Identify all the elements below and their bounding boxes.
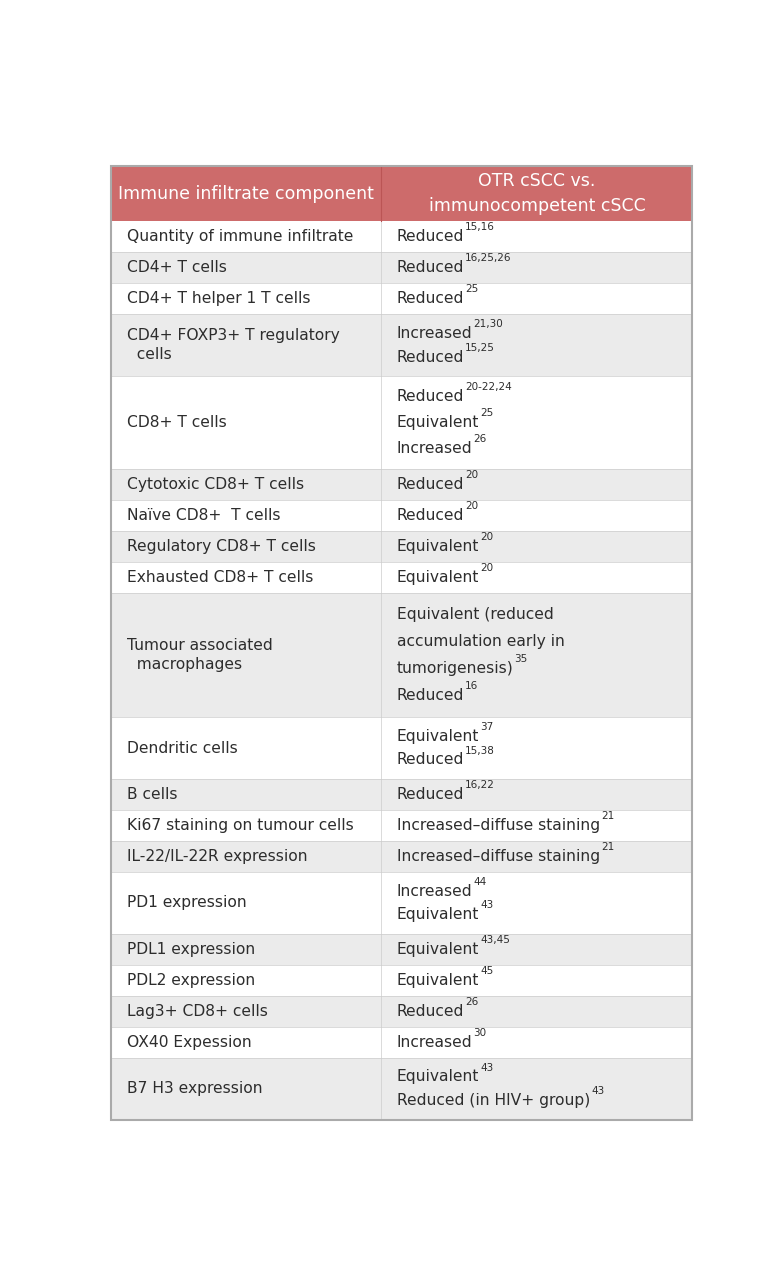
Text: OX40 Expession: OX40 Expession: [127, 1035, 252, 1050]
Bar: [111, 717, 692, 779]
Text: 20-22,24: 20-22,24: [465, 382, 512, 392]
Text: 43,45: 43,45: [480, 934, 510, 945]
Text: accumulation early in: accumulation early in: [397, 634, 564, 649]
Text: 21: 21: [601, 841, 614, 852]
Text: CD4+ T cells: CD4+ T cells: [127, 260, 227, 275]
Text: Equivalent: Equivalent: [397, 540, 479, 554]
Text: Lag3+ CD8+ cells: Lag3+ CD8+ cells: [127, 1004, 267, 1018]
Text: Increased–diffuse staining: Increased–diffuse staining: [397, 819, 600, 833]
Text: Equivalent: Equivalent: [397, 942, 479, 957]
Bar: [111, 1027, 692, 1058]
Text: Increased: Increased: [397, 326, 473, 341]
Text: Dendritic cells: Dendritic cells: [127, 741, 238, 756]
Text: 25: 25: [465, 284, 478, 294]
Text: 26: 26: [465, 997, 478, 1007]
Text: 30: 30: [474, 1029, 487, 1037]
Bar: [111, 810, 692, 841]
Text: Reduced: Reduced: [397, 229, 464, 244]
Text: Reduced: Reduced: [397, 1004, 464, 1018]
Text: Ki67 staining on tumour cells: Ki67 staining on tumour cells: [127, 819, 354, 833]
Text: 16: 16: [465, 681, 478, 691]
Text: Reduced: Reduced: [397, 477, 464, 493]
Text: 15,38: 15,38: [465, 746, 495, 755]
Text: Equivalent: Equivalent: [397, 415, 479, 430]
Bar: [111, 531, 692, 563]
Bar: [111, 563, 692, 593]
Text: Immune infiltrate component: Immune infiltrate component: [118, 185, 374, 202]
Text: OTR cSCC vs.
immunocompetent cSCC: OTR cSCC vs. immunocompetent cSCC: [429, 172, 645, 215]
Text: 21,30: 21,30: [474, 318, 503, 328]
Text: Increased: Increased: [397, 1035, 473, 1050]
Text: 16,22: 16,22: [465, 780, 495, 791]
Text: Tumour associated
  macrophages: Tumour associated macrophages: [127, 638, 272, 672]
Text: 25: 25: [480, 409, 493, 419]
Text: CD4+ FOXP3+ T regulatory
  cells: CD4+ FOXP3+ T regulatory cells: [127, 328, 339, 363]
Text: Equivalent (reduced: Equivalent (reduced: [397, 607, 554, 622]
Bar: [111, 377, 692, 470]
Bar: [111, 779, 692, 810]
Text: B7 H3 expression: B7 H3 expression: [127, 1081, 263, 1096]
Bar: [111, 965, 692, 995]
Text: PD1 expression: PD1 expression: [127, 895, 246, 910]
Text: 43: 43: [591, 1086, 604, 1096]
Bar: [111, 314, 692, 377]
Text: Increased–diffuse staining: Increased–diffuse staining: [397, 849, 600, 864]
Text: PDL1 expression: PDL1 expression: [127, 942, 255, 957]
Bar: [111, 500, 692, 531]
Text: Equivalent: Equivalent: [397, 908, 479, 923]
Bar: [111, 934, 692, 965]
Text: 20: 20: [480, 563, 493, 573]
Bar: [111, 252, 692, 284]
Bar: [111, 1058, 692, 1120]
Text: B cells: B cells: [127, 787, 177, 802]
Text: Increased: Increased: [397, 440, 473, 456]
Text: 43: 43: [480, 1063, 493, 1073]
Text: 16,25,26: 16,25,26: [465, 253, 512, 264]
Bar: [111, 995, 692, 1027]
Text: Reduced: Reduced: [397, 687, 464, 703]
Text: PDL2 expression: PDL2 expression: [127, 973, 255, 988]
Text: 35: 35: [514, 654, 528, 665]
Text: 20: 20: [480, 532, 493, 542]
Text: Reduced: Reduced: [397, 752, 464, 768]
Bar: [111, 222, 692, 252]
Text: 26: 26: [474, 434, 487, 444]
Text: CD8+ T cells: CD8+ T cells: [127, 415, 227, 430]
Text: Increased: Increased: [397, 883, 473, 899]
Bar: [111, 470, 692, 500]
Text: 20: 20: [465, 470, 478, 480]
Text: Reduced: Reduced: [397, 787, 464, 802]
Text: Equivalent: Equivalent: [397, 1069, 479, 1085]
Text: Reduced: Reduced: [397, 508, 464, 523]
Bar: [111, 593, 692, 717]
Text: Reduced: Reduced: [397, 390, 464, 405]
Text: Exhausted CD8+ T cells: Exhausted CD8+ T cells: [127, 570, 313, 586]
Text: 21: 21: [601, 811, 614, 821]
Text: Regulatory CD8+ T cells: Regulatory CD8+ T cells: [127, 540, 315, 554]
Text: 15,16: 15,16: [465, 223, 495, 233]
Text: tumorigenesis): tumorigenesis): [397, 661, 514, 676]
Text: Naïve CD8+  T cells: Naïve CD8+ T cells: [127, 508, 280, 523]
Text: 43: 43: [480, 900, 493, 910]
Text: Reduced: Reduced: [397, 260, 464, 275]
Bar: [111, 284, 692, 314]
Text: 37: 37: [480, 722, 493, 732]
Text: Reduced (in HIV+ group): Reduced (in HIV+ group): [397, 1094, 590, 1109]
Text: 15,25: 15,25: [465, 342, 495, 353]
Text: Quantity of immune infiltrate: Quantity of immune infiltrate: [127, 229, 353, 244]
Text: Equivalent: Equivalent: [397, 570, 479, 586]
Text: IL-22/IL-22R expression: IL-22/IL-22R expression: [127, 849, 307, 864]
Text: 20: 20: [465, 502, 478, 512]
Text: Reduced: Reduced: [397, 292, 464, 307]
Bar: [111, 841, 692, 872]
Text: Cytotoxic CD8+ T cells: Cytotoxic CD8+ T cells: [127, 477, 304, 493]
Text: Reduced: Reduced: [397, 350, 464, 364]
Text: 44: 44: [474, 877, 487, 886]
Text: Equivalent: Equivalent: [397, 728, 479, 743]
Bar: [111, 872, 692, 934]
Text: CD4+ T helper 1 T cells: CD4+ T helper 1 T cells: [127, 292, 310, 307]
Text: 45: 45: [480, 966, 493, 976]
Text: Equivalent: Equivalent: [397, 973, 479, 988]
Bar: [111, 165, 692, 222]
